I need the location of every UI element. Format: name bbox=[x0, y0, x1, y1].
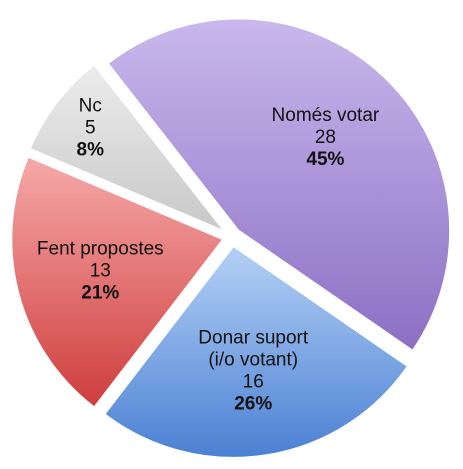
slice-value: 28 bbox=[315, 127, 336, 148]
slice-label: Fent propostes bbox=[37, 239, 164, 260]
slice-percent: 45% bbox=[306, 149, 344, 170]
slice-label: (i/o votant) bbox=[208, 350, 298, 371]
pie-slice bbox=[106, 17, 452, 353]
slice-label: Nc bbox=[79, 95, 102, 116]
slice-value: 16 bbox=[243, 372, 264, 393]
slice-value: 5 bbox=[85, 117, 96, 138]
pie-slice bbox=[10, 155, 225, 409]
slice-percent: 8% bbox=[77, 139, 105, 160]
slice-percent: 21% bbox=[81, 283, 119, 304]
pie-slice bbox=[102, 244, 410, 459]
slice-label: Només votar bbox=[272, 105, 380, 126]
slice-label: Donar suport bbox=[198, 328, 309, 349]
slice-value: 13 bbox=[90, 261, 111, 282]
slice-percent: 26% bbox=[234, 394, 272, 415]
pie-slice bbox=[28, 63, 229, 234]
